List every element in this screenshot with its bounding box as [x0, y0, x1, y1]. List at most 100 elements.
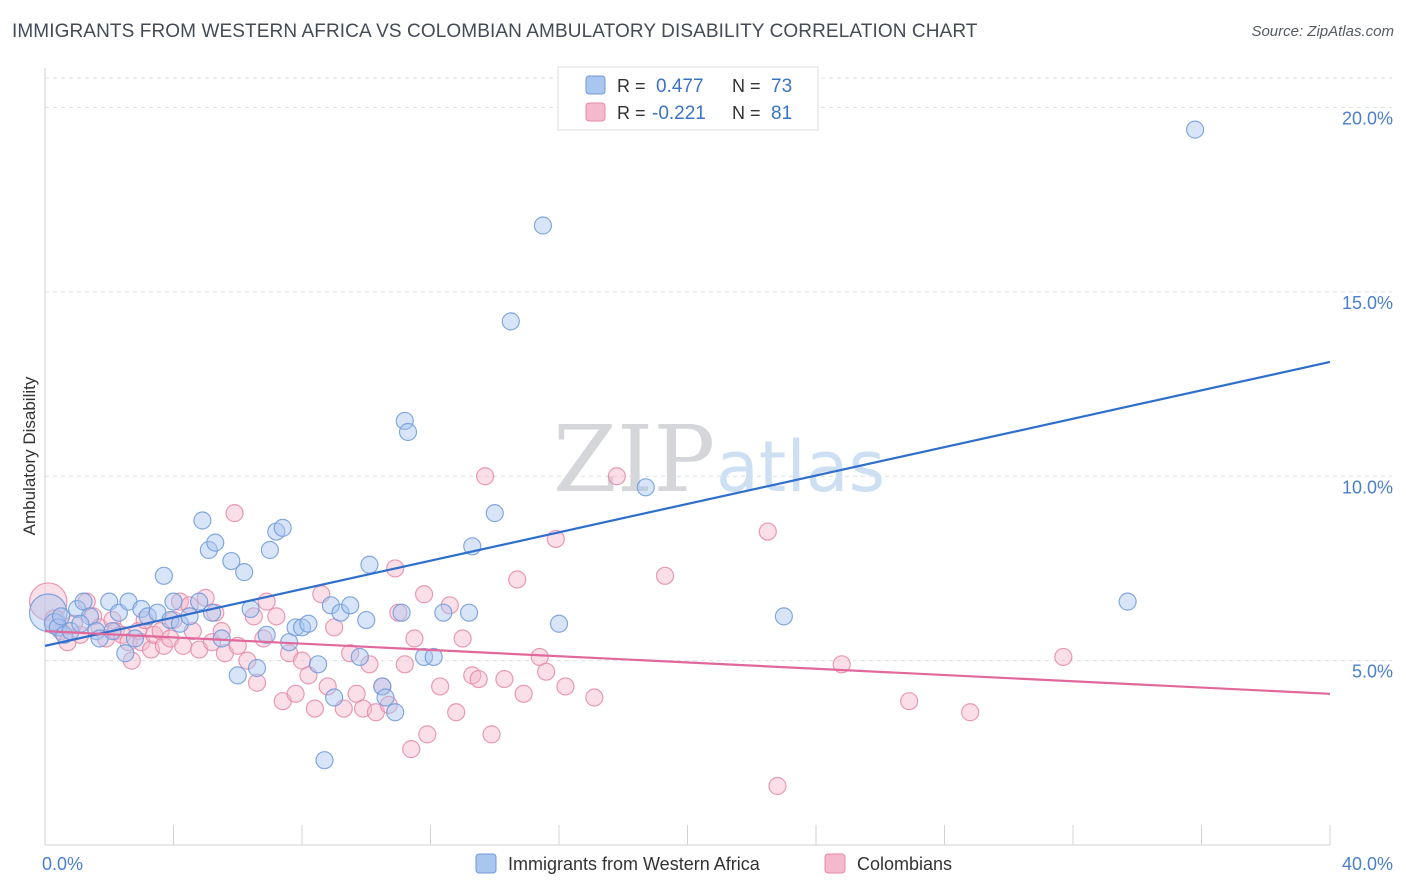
- legend-r-label-1: R =: [617, 76, 646, 96]
- axes: [44, 68, 1331, 846]
- legend-r-value-1: 0.477: [656, 76, 704, 97]
- colombians-point-55: [360, 655, 379, 674]
- western-africa-point-36: [260, 540, 279, 560]
- colombians-point-73: [482, 725, 501, 744]
- western-africa-point-64: [501, 312, 520, 331]
- western-africa-point-33: [241, 599, 260, 619]
- colombians-point-25: [174, 636, 193, 655]
- colombians-point-66: [431, 677, 450, 696]
- colombians-point-68: [447, 703, 466, 722]
- western-africa-point-23: [180, 607, 199, 626]
- western-africa-point-58: [414, 647, 434, 667]
- western-africa-point-65: [533, 216, 553, 235]
- western-africa-points: [28, 120, 1205, 770]
- western-africa-point-66: [549, 614, 569, 633]
- colombians-point-67: [440, 596, 459, 615]
- western-africa-point-15: [125, 629, 145, 648]
- colombians-point-83: [655, 566, 675, 585]
- western-africa-point-56: [395, 411, 414, 431]
- colombians-point-47: [305, 699, 324, 718]
- western-africa-point-31: [228, 666, 247, 685]
- legend-r-value-2: -0.221: [652, 103, 706, 124]
- bottom-legend-swatch-blue: [475, 853, 497, 874]
- western-africa-point-25: [193, 511, 212, 530]
- western-africa-point-43: [308, 655, 328, 674]
- colombians-point-38: [247, 673, 267, 692]
- y-tick-label-2: 15.0%: [1342, 293, 1393, 313]
- western-africa-point-32: [235, 563, 254, 582]
- source-credit: Source: ZipAtlas.com: [1251, 23, 1394, 40]
- colombians-point-88: [961, 703, 980, 722]
- colombians-point-82: [607, 467, 626, 486]
- western-africa-point-46: [325, 688, 344, 707]
- watermark-atlas: atlas: [716, 426, 885, 508]
- legend-n-label-2: N =: [732, 103, 761, 123]
- bottom-legend-label-2: Colombians: [857, 854, 952, 874]
- colombians-point-36: [238, 651, 257, 670]
- colombians-point-65: [418, 725, 437, 744]
- colombians-point-49: [318, 677, 337, 696]
- legend-r-label-2: R =: [617, 103, 646, 123]
- colombians-point-86: [832, 655, 851, 674]
- western-africa-point-52: [373, 677, 392, 696]
- western-africa-point-44: [315, 751, 334, 770]
- western-africa-point-34: [247, 658, 267, 678]
- y-tick-label-1: 10.0%: [1342, 477, 1393, 497]
- x-tick-labels: 0.0% 40.0%: [42, 854, 1393, 874]
- y-tick-label-3: 20.0%: [1342, 109, 1393, 129]
- western-africa-point-49: [350, 647, 369, 667]
- western-africa-trend-line: [44, 360, 1331, 647]
- colombians-point-76: [514, 684, 533, 703]
- colombians-point-80: [556, 677, 575, 696]
- colombians-point-63: [405, 629, 424, 648]
- colombians-point-75: [508, 570, 527, 589]
- trend-lines: [44, 360, 1331, 695]
- colombians-point-44: [286, 684, 305, 703]
- western-africa-point-63: [485, 504, 504, 523]
- western-africa-point-24: [190, 592, 209, 611]
- y-tick-labels: 5.0% 10.0% 15.0% 20.0%: [1342, 109, 1393, 682]
- western-africa-point-61: [459, 603, 479, 622]
- western-africa-point-71: [71, 614, 90, 633]
- western-africa-point-19: [154, 566, 173, 585]
- series-legend: Immigrants from Western Africa Colombian…: [475, 853, 952, 874]
- colombians-point-14: [122, 651, 141, 670]
- colombians-point-64: [414, 585, 434, 604]
- correlation-legend: R = 0.477 N = 73 R = -0.221 N = 81: [557, 66, 819, 131]
- y-tick-label-0: 5.0%: [1352, 662, 1393, 682]
- colombians-point-72: [476, 467, 495, 486]
- colombians-points: [28, 467, 1073, 796]
- western-africa-point-35: [257, 625, 276, 644]
- legend-swatch-blue: [585, 75, 606, 95]
- western-africa-point-59: [424, 647, 443, 667]
- colombians-point-0: [28, 582, 68, 621]
- colombians-point-41: [267, 607, 286, 626]
- western-africa-point-67: [636, 478, 655, 497]
- western-africa-point-26: [199, 540, 218, 560]
- western-africa-point-17: [138, 607, 157, 626]
- western-africa-point-51: [360, 555, 379, 574]
- western-africa-point-68: [774, 607, 793, 626]
- colombians-point-85: [768, 776, 787, 796]
- colombians-point-71: [469, 669, 488, 689]
- bottom-legend-swatch-pink: [824, 853, 846, 874]
- western-africa-point-57: [398, 422, 418, 442]
- western-africa-point-27: [206, 533, 225, 552]
- colombians-point-69: [453, 629, 472, 648]
- colombians-point-87: [900, 692, 919, 711]
- watermark-zip: ZIP: [553, 406, 715, 513]
- western-africa-point-55: [392, 603, 411, 622]
- legend-n-value-1: 73: [771, 76, 792, 97]
- x-tick-label-0: 0.0%: [42, 854, 83, 874]
- western-africa-point-48: [341, 596, 360, 615]
- western-africa-point-38: [273, 518, 292, 537]
- colombians-point-34: [225, 504, 244, 523]
- western-africa-point-21: [164, 592, 183, 611]
- chart-title: IMMIGRANTS FROM WESTERN AFRICA VS COLOMB…: [12, 21, 978, 42]
- western-africa-point-54: [386, 703, 405, 722]
- colombians-point-61: [395, 655, 414, 674]
- legend-n-value-2: 81: [771, 103, 792, 124]
- western-africa-point-42: [299, 614, 318, 633]
- y-axis-title: Ambulatory Disability: [20, 376, 39, 535]
